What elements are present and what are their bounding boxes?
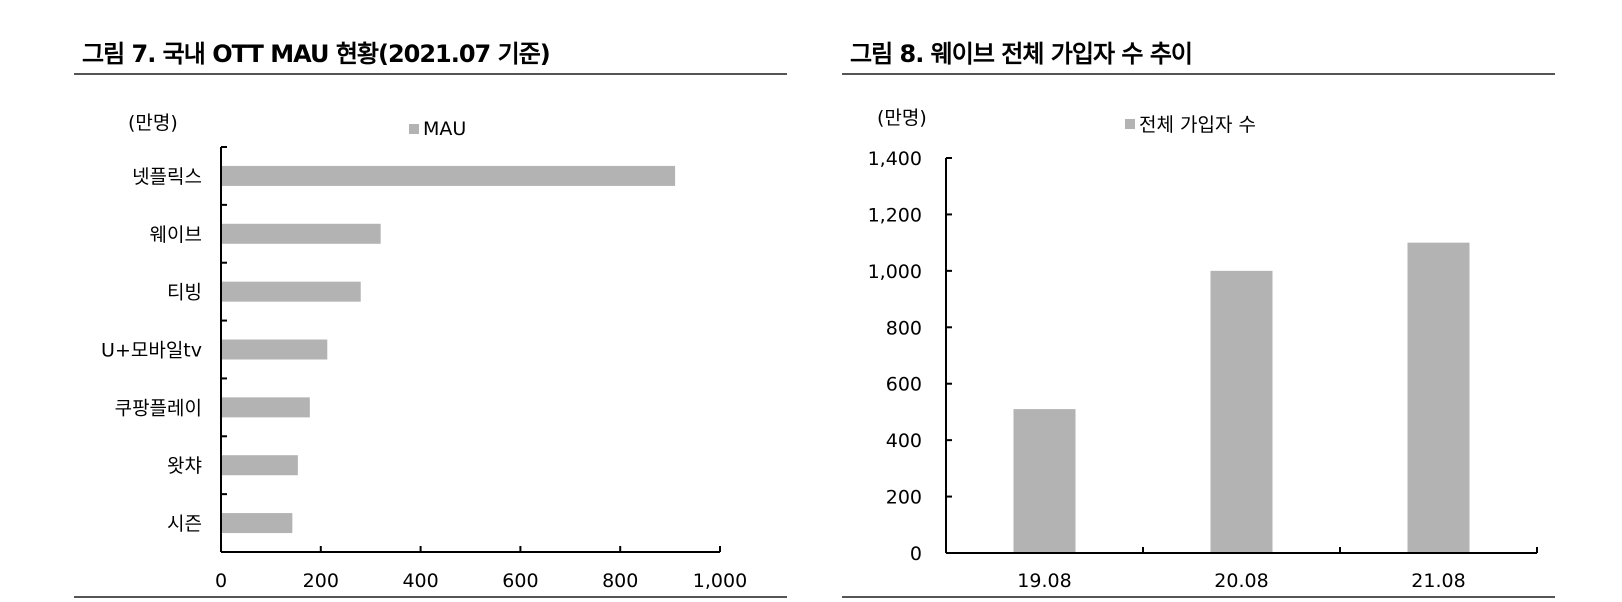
chart2-title-rule: [842, 73, 1555, 75]
chart2-y-tick-label: 1,200: [868, 204, 922, 226]
chart1-x-tick-label: 200: [303, 570, 339, 592]
chart2-bar-2: [1407, 242, 1470, 552]
chart1-category-label: 넷플릭스: [132, 166, 202, 188]
chart2-x-tick-label: 20.08: [1214, 570, 1268, 592]
chart1-x-tick-label: 400: [402, 570, 438, 592]
chart1-title: 그림 7. 국내 OTT MAU 현황(2021.07 기준): [82, 40, 551, 68]
chart2-y-tick-label: 1,400: [868, 148, 922, 170]
chart1-x-tick-label: 800: [602, 570, 638, 592]
chart2-legend: 전체 가입자 수: [1125, 110, 1256, 137]
chart2-y-tick-label: 600: [886, 374, 922, 396]
chart1-bar-4: [222, 397, 310, 418]
chart2-y-tick-label: 200: [886, 487, 922, 509]
chart1-x-tick-label: 1,000: [693, 570, 747, 592]
chart1-bar-2: [222, 281, 361, 302]
chart1-x-tick-label: 600: [502, 570, 538, 592]
chart1-bar-3: [222, 339, 328, 360]
chart1-category-label: 티빙: [167, 282, 202, 304]
chart2-title: 그림 8. 웨이브 전체 가입자 수 추이: [850, 40, 1193, 68]
chart2-bottom-rule: [842, 596, 1555, 598]
chart2-y-tick-label: 800: [886, 317, 922, 339]
chart1-legend-label: MAU: [423, 118, 467, 140]
chart2-bar-0: [1013, 409, 1076, 552]
chart1-category-label: 시즌: [167, 513, 202, 535]
chart2-y-tick-label: 1,000: [868, 261, 922, 283]
chart2-bar-1: [1210, 270, 1273, 552]
chart1-legend-swatch: [409, 124, 419, 134]
chart1-bar-1: [222, 223, 381, 244]
chart1-x-tick-label: 0: [215, 570, 227, 592]
chart1-legend: MAU: [409, 118, 466, 140]
chart2-legend-label: 전체 가입자 수: [1139, 114, 1256, 136]
chart2-unit-label: (만명): [877, 107, 927, 129]
chart2-plot: 0 200 400 600 800 1,000 1,200 1,400 19.08 20.08 21…: [868, 148, 1538, 592]
chart1-category-label: U+모바일tv: [101, 340, 202, 362]
chart1-category-label: 웨이브: [150, 224, 202, 246]
chart1-bottom-rule: [74, 596, 787, 598]
chart1-category-label: 쿠팡플레이: [115, 397, 202, 419]
chart2-x-tick-label: 21.08: [1411, 570, 1465, 592]
chart2-y-tick-label: 400: [886, 430, 922, 452]
chart1-bar-5: [222, 455, 298, 476]
chart2-y-tick-label: 0: [910, 543, 922, 565]
chart1-category-label: 왓챠: [167, 455, 202, 477]
chart1-bar-6: [222, 513, 293, 534]
chart2-x-tick-label: 19.08: [1017, 570, 1071, 592]
chart1-unit-label: (만명): [128, 112, 178, 134]
chart1-bar-0: [222, 165, 676, 186]
chart1-title-rule: [74, 73, 787, 75]
chart2-legend-swatch: [1125, 118, 1135, 129]
